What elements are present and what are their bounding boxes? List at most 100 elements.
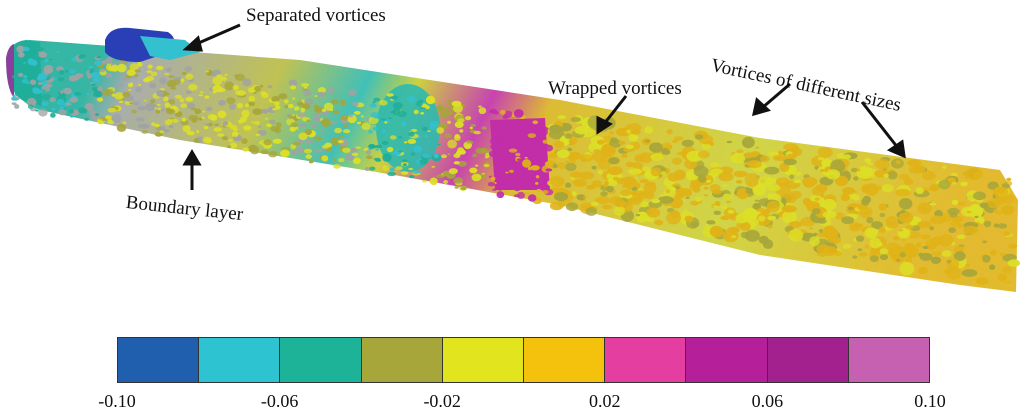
colorbar-segment <box>848 338 930 382</box>
vortex-grain <box>388 117 392 120</box>
vortex-grain <box>1006 280 1011 284</box>
vortex-grain <box>758 235 769 244</box>
vortex-grain <box>390 95 398 100</box>
vortex-grain <box>557 115 566 120</box>
vortex-grain <box>530 165 540 171</box>
vortex-grain <box>881 184 894 193</box>
vortex-grain <box>475 147 485 154</box>
vortex-grain <box>212 84 223 93</box>
vortex-grain <box>254 85 261 92</box>
vortex-grain <box>441 154 447 159</box>
colorbar-segment <box>605 338 687 382</box>
vortex-grain <box>253 91 257 94</box>
vortex-grain <box>443 180 448 184</box>
vortex-grain <box>898 229 904 232</box>
arrow-wrapped-head <box>596 115 613 135</box>
vortex-grain <box>91 83 96 87</box>
vortex-grain <box>191 117 198 123</box>
vortex-grain <box>446 99 453 106</box>
vortex-grain <box>496 191 505 199</box>
vortex-grain <box>864 244 870 249</box>
vortex-grain <box>38 81 42 86</box>
vortex-grain <box>228 103 236 111</box>
vortex-grain <box>918 252 924 257</box>
vortex-grain <box>180 78 185 83</box>
label-wrapped-vortices: Wrapped vortices <box>548 78 682 99</box>
vortex-grain <box>105 72 113 79</box>
vortex-grain <box>535 175 540 179</box>
vortex-grain <box>809 236 820 247</box>
vortex-grain <box>89 110 98 118</box>
vortex-grain <box>107 107 117 113</box>
vortex-grain <box>272 138 282 144</box>
vortex-grain <box>122 91 130 98</box>
vortex-grain <box>217 110 227 119</box>
vortex-grain <box>1003 231 1011 236</box>
vortex-grain <box>861 197 870 206</box>
vortex-grain <box>992 208 999 213</box>
vortex-grain <box>143 99 147 102</box>
vortex-grain <box>747 160 762 169</box>
vortex-grain <box>802 177 816 188</box>
vortex-grain <box>251 121 255 124</box>
vortex-grain <box>899 252 906 258</box>
vortex-grain <box>264 117 269 121</box>
vortex-grain <box>317 91 326 98</box>
vortex-grain <box>557 200 566 208</box>
vortex-grain <box>908 165 922 174</box>
vortex-grain <box>398 136 403 139</box>
vortex-grain <box>188 84 198 91</box>
vortex-grain <box>972 191 987 201</box>
vortex-grain <box>213 127 223 132</box>
vortex-grain <box>361 122 371 131</box>
vortex-grain <box>667 172 680 182</box>
vortex-grain <box>536 188 541 192</box>
vortex-grain <box>620 189 631 197</box>
vortex-grain <box>381 129 387 134</box>
vortex-grain <box>447 120 451 125</box>
vortex-grain <box>326 147 332 152</box>
vortex-grain <box>163 129 170 133</box>
vortex-grain <box>499 109 506 115</box>
vortex-grain <box>30 51 40 60</box>
vortex-grain <box>917 220 932 228</box>
vortex-grain <box>552 163 558 169</box>
vortex-grain <box>146 70 153 73</box>
vortex-grain <box>631 186 638 192</box>
vortex-grain <box>535 182 539 185</box>
vortex-grain <box>484 156 489 159</box>
vortex-grain <box>946 258 960 270</box>
vortex-grain <box>371 102 376 107</box>
vortex-grain <box>796 171 802 176</box>
vortex-grain <box>907 159 922 167</box>
vortex-grain <box>527 194 537 202</box>
vortex-grain <box>628 133 639 142</box>
vortex-grain <box>364 166 370 171</box>
label-separated-vortices: Separated vortices <box>246 5 386 26</box>
vortex-grain <box>475 164 479 167</box>
vortex-grain <box>280 149 290 157</box>
vortex-grain <box>572 180 579 184</box>
vortex-grain <box>242 147 249 152</box>
vortex-grain <box>12 94 16 98</box>
vortex-grain <box>402 163 407 167</box>
vortex-grain <box>249 145 260 155</box>
vortex-grain <box>842 243 852 249</box>
vortex-grain <box>117 63 127 73</box>
vortex-grain <box>974 215 979 219</box>
vortex-grain <box>786 153 797 159</box>
vortex-grain <box>654 219 664 226</box>
vortex-grain <box>127 82 134 88</box>
vortex-grain <box>49 58 53 61</box>
vortex-grain <box>242 78 252 87</box>
vortex-grain <box>597 159 611 170</box>
vortex-grain <box>375 148 380 151</box>
vortex-grain <box>69 69 77 74</box>
vortex-grain <box>427 130 431 133</box>
vortex-grain <box>793 179 801 184</box>
vortex-grain <box>299 123 307 128</box>
vortex-grain <box>111 93 117 97</box>
vortex-grain <box>621 153 628 158</box>
vortex-grain <box>78 54 85 60</box>
vortex-grain <box>348 114 353 118</box>
